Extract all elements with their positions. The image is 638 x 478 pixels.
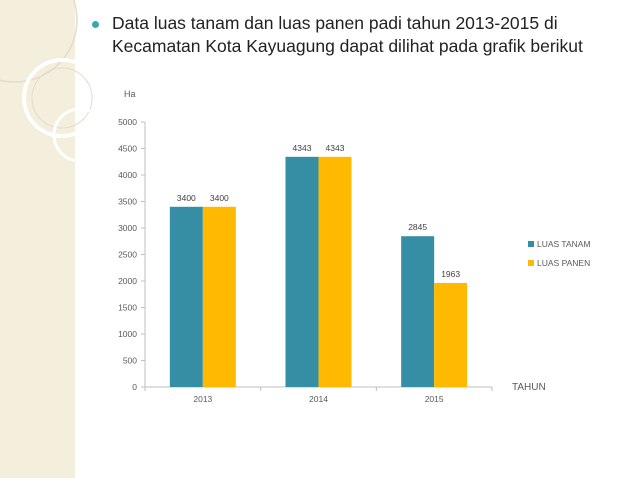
data-label: 3400 bbox=[210, 193, 229, 203]
bar bbox=[401, 236, 435, 387]
y-axis: 0 500 1000 1500 2000 2500 3000 3500 4000 4500 5000 bbox=[118, 117, 146, 392]
x-tick-label: 2015 bbox=[425, 394, 444, 404]
y-tick-label: 1000 bbox=[118, 329, 137, 339]
bullet-icon bbox=[92, 21, 99, 28]
x-tick-label: 2014 bbox=[309, 394, 328, 404]
x-axis-label: TAHUN bbox=[512, 382, 546, 393]
legend-swatch bbox=[528, 260, 534, 266]
legend-swatch bbox=[528, 241, 534, 247]
bar bbox=[285, 156, 319, 387]
slide-text: Data luas tanam dan luas panen padi tahu… bbox=[112, 13, 583, 56]
bar bbox=[169, 206, 203, 387]
y-tick-label: 4500 bbox=[118, 144, 137, 154]
bar bbox=[318, 156, 352, 387]
y-tick-label: 3500 bbox=[118, 197, 137, 207]
legend: LUAS TANAM LUAS PANEN bbox=[528, 239, 591, 268]
y-tick-label: 2500 bbox=[118, 250, 137, 260]
legend-label: LUAS TANAM bbox=[537, 239, 591, 249]
bars bbox=[169, 156, 468, 387]
y-tick-label: 4000 bbox=[118, 170, 137, 180]
y-tick-label: 0 bbox=[132, 382, 137, 392]
decorative-rings bbox=[0, 0, 108, 163]
bar bbox=[434, 282, 468, 387]
decorative-side-band bbox=[0, 0, 75, 478]
data-label: 1963 bbox=[441, 269, 460, 279]
data-label: 2845 bbox=[408, 222, 427, 232]
y-tick-label: 2000 bbox=[118, 276, 137, 286]
y-tick-label: 3000 bbox=[118, 223, 137, 233]
data-labels: 3400 3400 4343 4343 2845 1963 bbox=[177, 143, 461, 279]
x-tick-label: 2013 bbox=[193, 394, 212, 404]
y-tick-label: 1500 bbox=[118, 303, 137, 313]
y-tick-label: 500 bbox=[123, 356, 137, 366]
data-label: 3400 bbox=[177, 193, 196, 203]
y-tick-label: 5000 bbox=[118, 117, 137, 127]
data-label: 4343 bbox=[326, 143, 345, 153]
y-axis-label: Ha bbox=[124, 89, 136, 99]
data-label: 4343 bbox=[293, 143, 312, 153]
bar bbox=[202, 206, 236, 387]
x-axis: 2013 2014 2015 bbox=[144, 386, 493, 404]
legend-label: LUAS PANEN bbox=[537, 258, 590, 268]
